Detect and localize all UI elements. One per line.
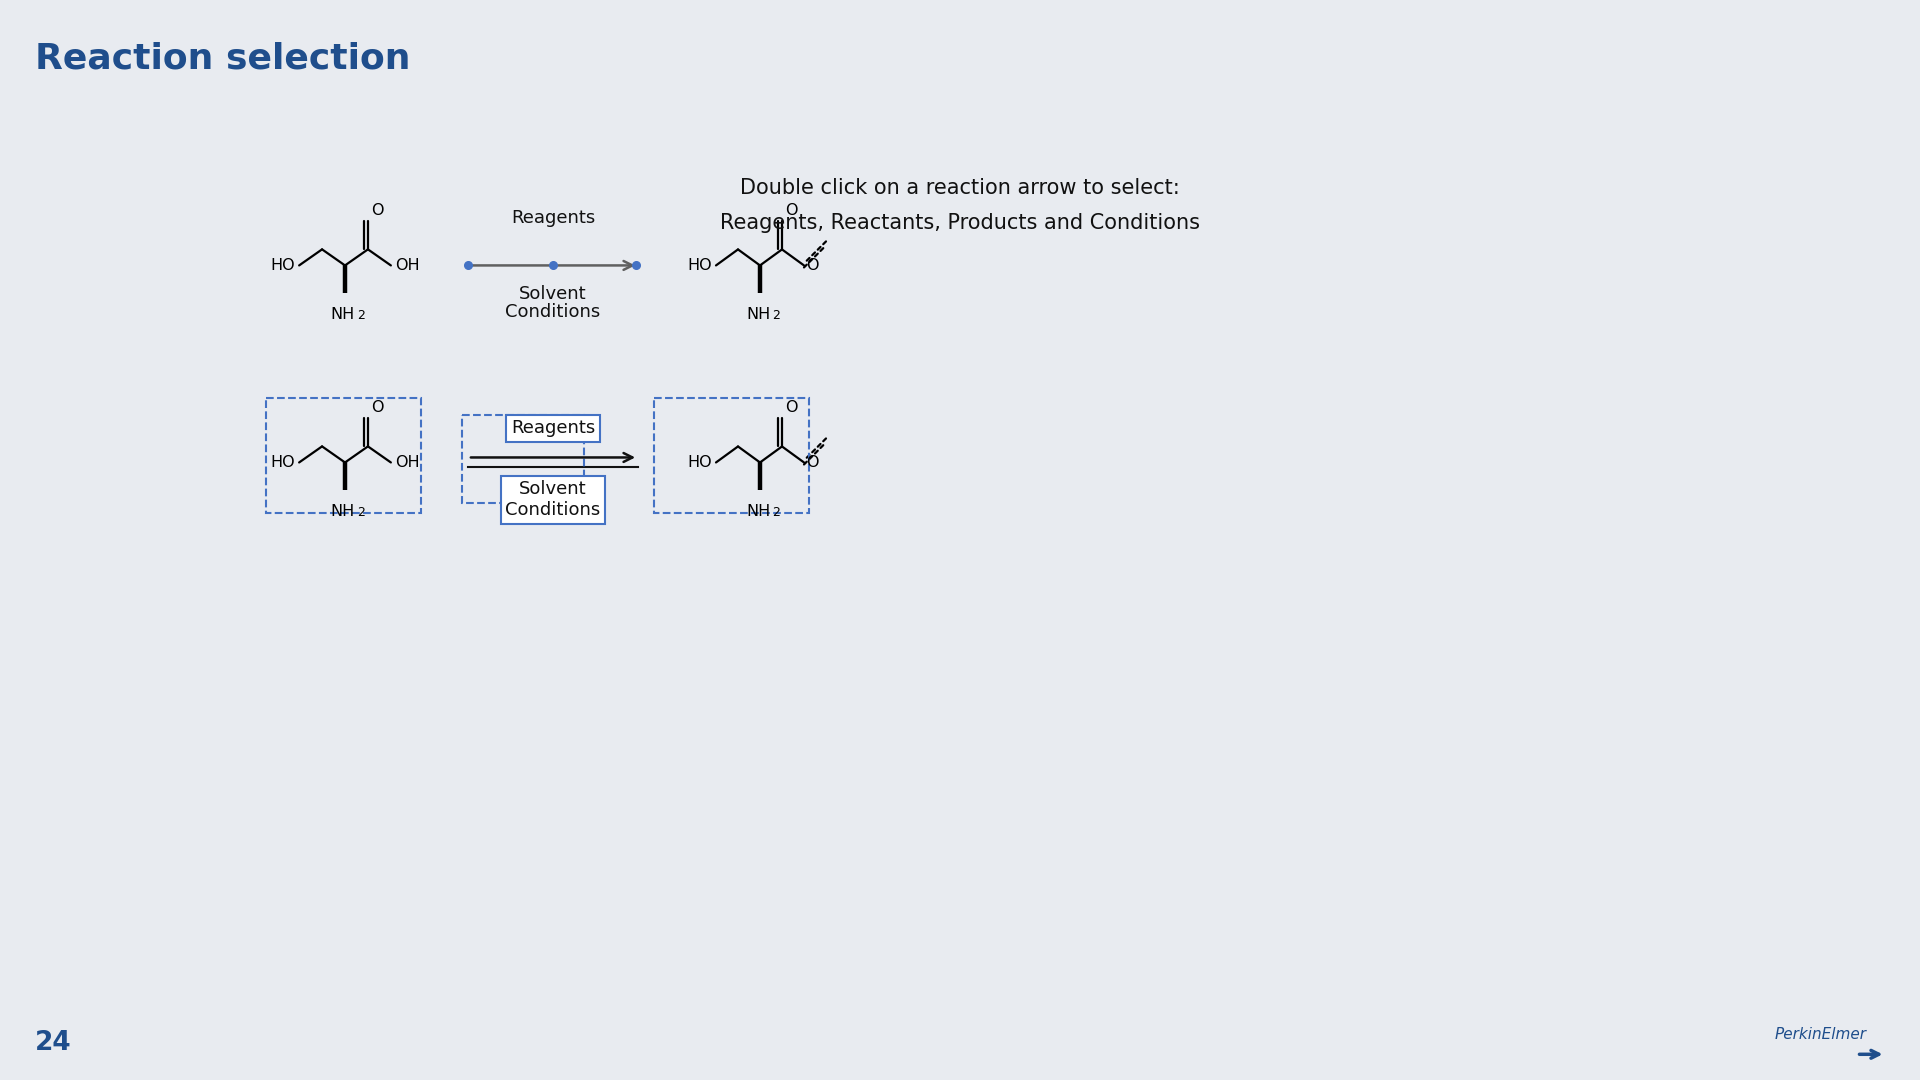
Text: Reagents: Reagents bbox=[511, 210, 595, 228]
Text: O: O bbox=[785, 203, 797, 218]
Text: OH: OH bbox=[396, 455, 419, 470]
Text: NH: NH bbox=[330, 504, 355, 519]
Text: NH: NH bbox=[330, 308, 355, 323]
Text: HO: HO bbox=[687, 455, 712, 470]
Text: O: O bbox=[785, 401, 797, 416]
Text: 2: 2 bbox=[357, 310, 365, 323]
Text: 2: 2 bbox=[772, 507, 780, 519]
Text: NH: NH bbox=[745, 504, 770, 519]
Text: Solvent: Solvent bbox=[518, 285, 588, 303]
Text: O: O bbox=[806, 258, 818, 273]
Text: 2: 2 bbox=[357, 507, 365, 519]
Text: Reaction selection: Reaction selection bbox=[35, 42, 411, 76]
Text: 2: 2 bbox=[772, 310, 780, 323]
Text: Double click on a reaction arrow to select:: Double click on a reaction arrow to sele… bbox=[739, 178, 1181, 199]
Text: Reagents, Reactants, Products and Conditions: Reagents, Reactants, Products and Condit… bbox=[720, 214, 1200, 233]
Text: Solvent
Conditions: Solvent Conditions bbox=[505, 481, 601, 519]
Bar bbox=[267, 399, 420, 513]
Text: HO: HO bbox=[271, 455, 296, 470]
Text: O: O bbox=[371, 401, 384, 416]
Text: HO: HO bbox=[687, 258, 712, 273]
Text: HO: HO bbox=[271, 258, 296, 273]
Text: 24: 24 bbox=[35, 1030, 71, 1056]
Text: Reagents: Reagents bbox=[511, 419, 595, 437]
Text: NH: NH bbox=[745, 308, 770, 323]
Bar bbox=[655, 399, 808, 513]
Text: PerkinElmer: PerkinElmer bbox=[1774, 1027, 1866, 1042]
Bar bbox=[463, 416, 584, 503]
Text: O: O bbox=[371, 203, 384, 218]
Text: Conditions: Conditions bbox=[505, 303, 601, 322]
Text: OH: OH bbox=[396, 258, 419, 273]
Text: O: O bbox=[806, 455, 818, 470]
